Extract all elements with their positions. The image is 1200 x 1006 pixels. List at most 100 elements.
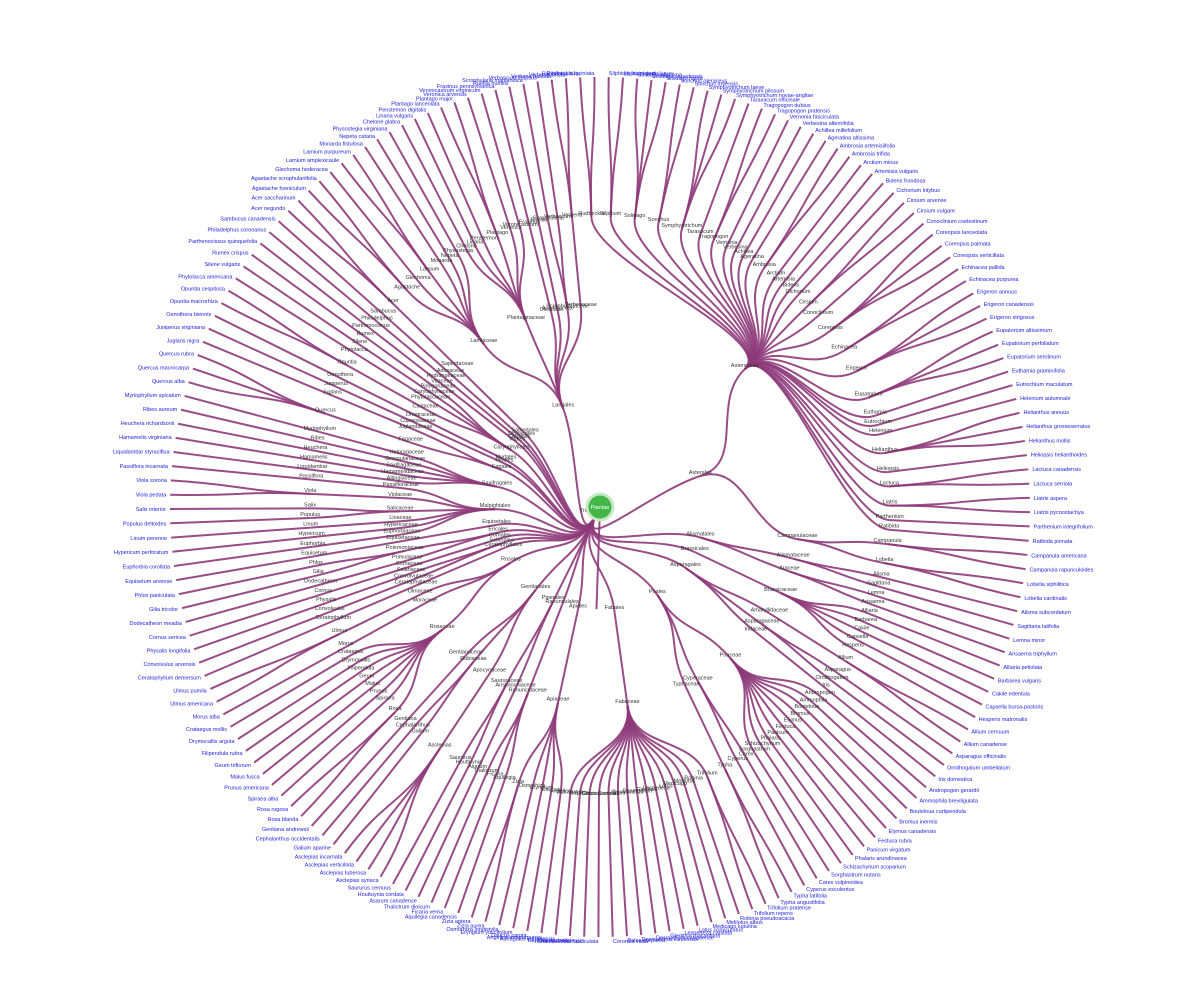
leaf-node-label[interactable]: Solidago canadensis bbox=[652, 74, 703, 80]
leaf-node-label[interactable]: Passiflora incarnata bbox=[120, 464, 169, 470]
leaf-node-label[interactable]: Lamium amplexicaule bbox=[286, 158, 339, 164]
leaf-node-label[interactable]: Bidens frondosa bbox=[886, 178, 927, 184]
leaf-node-label[interactable]: Cirsium arvense bbox=[907, 198, 947, 204]
leaf-node-label[interactable]: Sonchus oleraceus bbox=[680, 79, 727, 85]
leaf-node-label[interactable]: Nepeta cataria bbox=[339, 134, 376, 140]
leaf-node-label[interactable]: Lactuca serriola bbox=[1033, 481, 1073, 487]
leaf-node-label[interactable]: Equisetum arvense bbox=[125, 579, 172, 585]
leaf-node-label[interactable]: Lotus corniculatus bbox=[699, 928, 744, 934]
leaf-node-label[interactable]: Acer saccharinum bbox=[251, 196, 295, 202]
leaf-node-label[interactable]: Arctium minus bbox=[863, 160, 898, 166]
leaf-node-label[interactable]: Eupatorium perfoliatum bbox=[1002, 341, 1059, 347]
leaf-node-label[interactable]: Sonchus arvensis bbox=[695, 81, 739, 87]
leaf-node-label[interactable]: Ornithogalum umbellatum bbox=[947, 765, 1010, 771]
leaf-node-label[interactable]: Acer negundo bbox=[251, 206, 285, 212]
leaf-node-label[interactable]: Crataegus mollis bbox=[186, 727, 227, 733]
leaf-node-label[interactable]: Bouteloua curtipendula bbox=[910, 809, 967, 815]
leaf-node-label[interactable]: Alisma subcordatum bbox=[1021, 610, 1071, 616]
leaf-node-label[interactable]: Rosa rugosa bbox=[257, 807, 289, 813]
leaf-node-label[interactable]: Helianthus grosseserratus bbox=[1026, 424, 1090, 430]
leaf-node-label[interactable]: Desmanthus illinoensis bbox=[642, 937, 698, 943]
leaf-node-label[interactable]: Silphium perfoliatum bbox=[623, 72, 673, 78]
leaf-node-label[interactable]: Monarda fistulosa bbox=[319, 142, 363, 148]
leaf-node-label[interactable]: Allium cernuum bbox=[971, 730, 1009, 736]
leaf-node-label[interactable]: Linaria vulgaris bbox=[376, 113, 413, 119]
leaf-node-label[interactable]: Trifolium pratense bbox=[767, 906, 811, 912]
leaf-node-label[interactable]: Quercus alba bbox=[152, 379, 186, 385]
leaf-node-label[interactable]: Echinacea purpurea bbox=[969, 277, 1019, 283]
leaf-node-label[interactable]: Eupatorium altissimum bbox=[996, 328, 1052, 334]
leaf-node-label[interactable]: Quercus macrocarpa bbox=[138, 365, 190, 371]
leaf-node-label[interactable]: Bromus inermis bbox=[899, 819, 937, 825]
leaf-node-label[interactable]: Juglans nigra bbox=[167, 338, 201, 344]
leaf-node-label[interactable]: Phalaris arundinacea bbox=[855, 856, 908, 862]
leaf-node-label[interactable]: Opuntia cespitosa bbox=[181, 287, 226, 293]
leaf-node-label[interactable]: Coreopsis palmata bbox=[945, 241, 992, 247]
leaf-node-label[interactable]: Plantago lanceolata bbox=[391, 102, 440, 108]
leaf-node-label[interactable]: Gentiana andrewsii bbox=[262, 827, 309, 833]
leaf-node-label[interactable]: Coronilla varia bbox=[613, 939, 649, 945]
leaf-node-label[interactable]: Drymocallis arguta bbox=[189, 739, 235, 745]
leaf-node-label[interactable]: Melilotus albus bbox=[726, 920, 763, 926]
leaf-node-label[interactable]: Myriophyllum spicatum bbox=[125, 393, 181, 399]
leaf-node-label[interactable]: Liatris aspera bbox=[1034, 496, 1068, 502]
leaf-node-label[interactable]: Solidago altissima bbox=[638, 73, 683, 79]
leaf-node-label[interactable]: Parthenocissus quinquefolia bbox=[188, 239, 258, 245]
leaf-node-label[interactable]: Ulmus americana bbox=[170, 702, 214, 708]
leaf-node-label[interactable]: Viola sororia bbox=[136, 478, 167, 484]
leaf-node-label[interactable]: Lamium purpureum bbox=[303, 150, 351, 156]
leaf-node-label[interactable]: Coreopsis verticillata bbox=[953, 253, 1005, 259]
leaf-node-label[interactable]: Asclepias tuberosa bbox=[320, 871, 367, 877]
leaf-node-label[interactable]: Medicago lupulina bbox=[713, 924, 758, 930]
leaf-node-label[interactable]: Eupatorium serotinum bbox=[1007, 355, 1061, 361]
leaf-node-label[interactable]: Eutrochium maculatum bbox=[1016, 382, 1073, 388]
leaf-node-label[interactable]: Asclepias verticillata bbox=[305, 863, 355, 869]
leaf-node-label[interactable]: Gleditsia triacanthos bbox=[670, 933, 720, 939]
leaf-node-label[interactable]: Asclepias syriaca bbox=[336, 878, 379, 884]
leaf-node-label[interactable]: Prunus americana bbox=[224, 786, 270, 792]
leaf-node-label[interactable]: Echinacea pallida bbox=[961, 265, 1005, 271]
leaf-node-label[interactable]: Tragopogon pratensis bbox=[777, 109, 831, 115]
leaf-node-label[interactable]: Houttuynia cordata bbox=[358, 892, 405, 898]
leaf-node-label[interactable]: Lobelia siphilitica bbox=[1027, 582, 1070, 588]
leaf-node-label[interactable]: Ceratophyllum demersum bbox=[138, 675, 201, 681]
leaf-node-label[interactable]: Helenium autumnale bbox=[1020, 396, 1070, 402]
leaf-node-label[interactable]: Erigeron strigosus bbox=[990, 315, 1035, 321]
leaf-node-label[interactable]: Verbena stricta bbox=[529, 72, 567, 78]
leaf-node-label[interactable]: Scrophularia marilandica bbox=[462, 78, 523, 84]
leaf-node-label[interactable]: Solidago rigida bbox=[666, 76, 703, 82]
leaf-node-label[interactable]: Taraxacum officinale bbox=[750, 98, 800, 104]
leaf-node-label[interactable]: Typha latifolia bbox=[793, 894, 828, 900]
leaf-node-label[interactable]: Asarum canadense bbox=[369, 898, 416, 904]
leaf-node-label[interactable]: Verbena hastata bbox=[511, 74, 552, 80]
leaf-node-label[interactable]: Cichorium intybus bbox=[896, 188, 940, 194]
leaf-node-label[interactable]: Ficaria verna bbox=[412, 910, 445, 916]
leaf-node-label[interactable]: Symphyotrichum novae-angliae bbox=[736, 93, 813, 99]
leaf-node-label[interactable]: Lobelia cardinalis bbox=[1024, 596, 1067, 602]
leaf-node-label[interactable]: Sagittaria latifolia bbox=[1017, 624, 1060, 630]
leaf-node-label[interactable]: Cakile edentula bbox=[992, 691, 1031, 697]
leaf-node-label[interactable]: Phlox paniculata bbox=[135, 593, 176, 599]
leaf-node-label[interactable]: Chamaecrista fasciculata bbox=[537, 939, 599, 945]
leaf-node-label[interactable]: Glechoma hederacea bbox=[275, 167, 329, 173]
leaf-node-label[interactable]: Desmodium canadense bbox=[656, 935, 714, 941]
leaf-node-label[interactable]: Euthamia graminifolia bbox=[1012, 368, 1066, 374]
leaf-node-label[interactable]: Cephalanthus occidentalis bbox=[256, 836, 320, 842]
leaf-node-label[interactable]: Andropogon gerardii bbox=[929, 788, 979, 794]
leaf-node-label[interactable]: Conoclinium coelestinum bbox=[926, 219, 988, 225]
leaf-node-label[interactable]: Zizia aptera bbox=[442, 919, 472, 925]
leaf-node-label[interactable]: Spiraea alba bbox=[247, 796, 279, 802]
leaf-node-label[interactable]: Silphium laciniatum bbox=[609, 71, 657, 77]
root-node[interactable]: Plantae bbox=[585, 492, 615, 522]
leaf-node-label[interactable]: Robinia pseudoacacia bbox=[740, 916, 795, 922]
leaf-node-label[interactable]: Plantago major bbox=[416, 97, 453, 103]
leaf-node-label[interactable]: Lespedeza capitata bbox=[684, 931, 733, 937]
leaf-node-label[interactable]: Symphyotrichum pilosum bbox=[723, 89, 785, 95]
leaf-node-label[interactable]: Sambucus canadensis bbox=[220, 217, 276, 223]
leaf-node-label[interactable]: Dodecatheon meadia bbox=[129, 621, 182, 627]
leaf-node-label[interactable]: Erigeron canadensis bbox=[984, 302, 1034, 308]
leaf-node-label[interactable]: Viola pedata bbox=[136, 493, 167, 499]
leaf-node-label[interactable]: Baptisia australis bbox=[528, 938, 570, 944]
leaf-node-label[interactable]: Allium canadense bbox=[964, 742, 1007, 748]
leaf-node-label[interactable]: Symphyotrichum laeve bbox=[709, 85, 765, 91]
